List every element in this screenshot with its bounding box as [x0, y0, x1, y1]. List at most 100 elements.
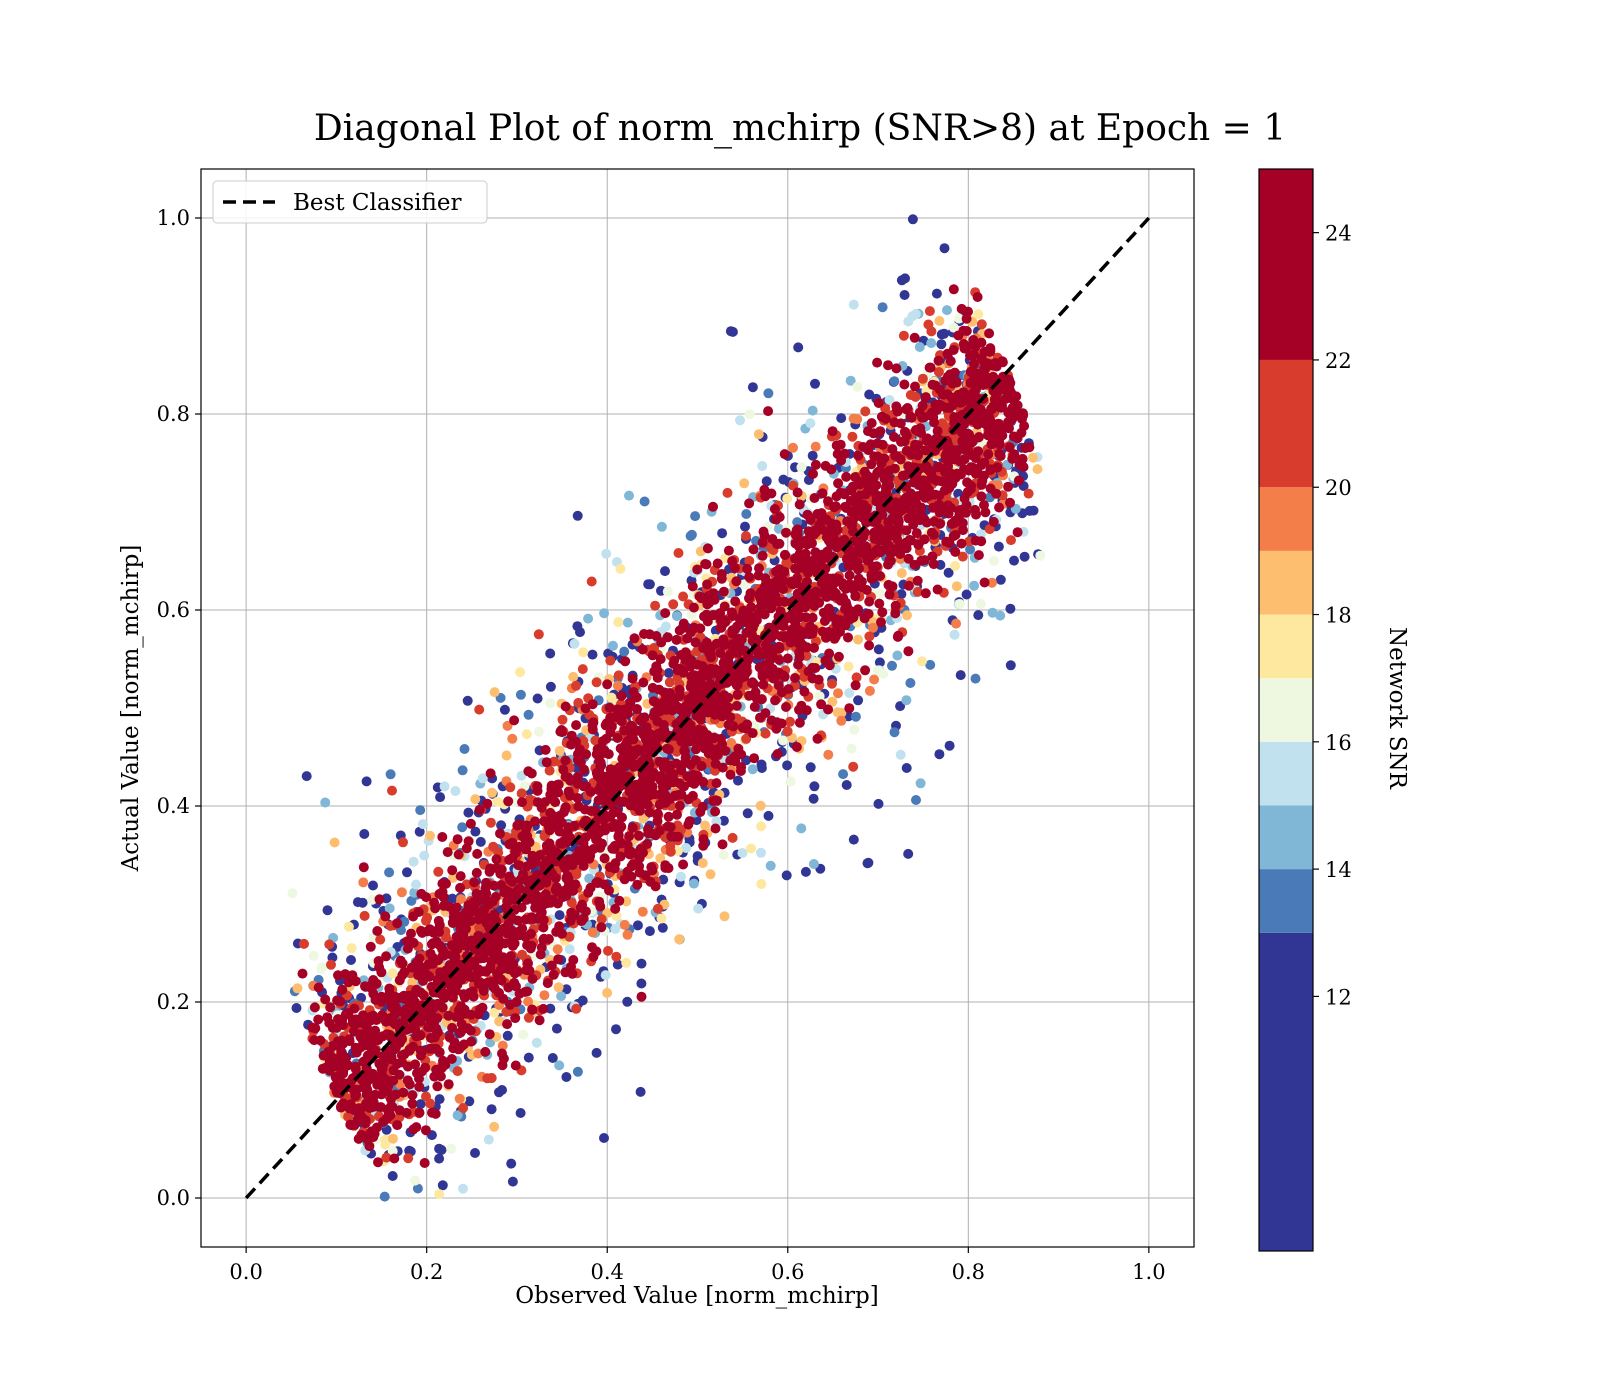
scatter-point — [904, 534, 915, 545]
scatter-point — [470, 826, 481, 837]
scatter-point — [827, 696, 838, 707]
scatter-point — [688, 602, 699, 613]
scatter-point — [381, 1051, 392, 1061]
scatter-point — [415, 805, 426, 816]
scatter-point — [810, 378, 820, 389]
scatter-point — [678, 622, 689, 633]
scatter-point — [611, 951, 622, 962]
scatter-point — [344, 1034, 355, 1045]
scatter-point — [535, 949, 546, 960]
scatter-point — [496, 820, 507, 831]
scatter-point — [808, 595, 819, 606]
scatter-point — [864, 631, 875, 642]
scatter-point — [794, 499, 805, 510]
scatter-point — [455, 1027, 466, 1038]
scatter-point — [920, 588, 931, 599]
scatter-point — [656, 637, 667, 648]
scatter-point — [692, 564, 703, 575]
scatter-point — [503, 796, 514, 807]
scatter-point — [501, 750, 512, 761]
scatter-point — [1019, 551, 1030, 562]
scatter-point — [380, 911, 391, 922]
scatter-point — [381, 1152, 392, 1163]
scatter-point — [489, 880, 499, 891]
scatter-point — [322, 1012, 333, 1023]
scatter-point — [407, 1090, 418, 1101]
scatter-point — [358, 862, 369, 873]
scatter-point — [823, 496, 833, 507]
scatter-point — [810, 663, 821, 673]
scatter-point — [505, 951, 516, 962]
scatter-point — [384, 983, 395, 994]
scatter-point — [717, 528, 728, 539]
scatter-point — [496, 880, 507, 891]
scatter-point — [995, 430, 1005, 441]
scatter-point — [616, 766, 627, 777]
scatter-point — [291, 1003, 302, 1013]
scatter-point — [917, 656, 927, 667]
scatter-point — [462, 695, 473, 706]
scatter-point — [349, 1105, 360, 1116]
scatter-point — [599, 1133, 609, 1143]
scatter-point — [474, 922, 485, 933]
scatter-point — [402, 936, 413, 947]
scatter-point — [665, 846, 676, 857]
scatter-point — [576, 916, 587, 927]
scatter-point — [628, 761, 639, 772]
scatter-point — [733, 743, 744, 754]
scatter-point — [638, 792, 649, 803]
scatter-point — [975, 404, 986, 415]
scatter-point — [346, 943, 357, 954]
scatter-point — [912, 575, 923, 586]
scatter-point — [636, 978, 647, 989]
scatter-point — [1005, 660, 1016, 671]
scatter-point — [575, 902, 586, 913]
scatter-point — [385, 769, 396, 780]
scatter-point — [948, 531, 959, 542]
scatter-point — [503, 964, 514, 975]
scatter-point — [591, 677, 602, 688]
scatter-point — [466, 1036, 477, 1047]
scatter-point — [774, 512, 785, 523]
scatter-point — [951, 618, 962, 629]
scatter-point — [850, 711, 861, 722]
scatter-point — [893, 630, 904, 641]
scatter-point — [864, 596, 875, 607]
scatter-point — [364, 1141, 375, 1152]
scatter-point — [531, 1037, 542, 1048]
scatter-point — [425, 830, 435, 841]
scatter-point — [407, 1098, 418, 1109]
scatter-point — [521, 729, 532, 740]
scatter-point — [587, 649, 598, 660]
scatter-point — [817, 626, 828, 637]
scatter-point — [961, 589, 972, 600]
scatter-point — [642, 839, 653, 849]
scatter-point — [572, 621, 583, 632]
scatter-point — [627, 673, 638, 684]
scatter-point — [338, 1078, 349, 1089]
scatter-point — [1008, 431, 1019, 442]
scatter-point — [647, 650, 658, 661]
scatter-point — [647, 682, 658, 693]
scatter-point — [624, 831, 635, 842]
scatter-point — [359, 1115, 370, 1126]
scatter-point — [557, 928, 567, 939]
scatter-point — [407, 977, 418, 988]
scatter-point — [378, 1082, 389, 1093]
scatter-point — [942, 305, 952, 316]
scatter-point — [415, 1099, 426, 1110]
scatter-point — [577, 995, 588, 1006]
scatter-point — [727, 832, 738, 843]
scatter-point — [931, 433, 942, 444]
scatter-point — [637, 644, 648, 655]
scatter-point — [847, 431, 858, 442]
scatter-point — [322, 905, 333, 916]
scatter-point — [902, 610, 912, 621]
scatter-point — [920, 392, 931, 403]
scatter-point — [644, 926, 655, 937]
scatter-point — [616, 690, 627, 701]
scatter-point — [850, 591, 861, 602]
scatter-point — [443, 1079, 454, 1090]
scatter-point — [962, 487, 973, 497]
scatter-point — [892, 406, 903, 417]
